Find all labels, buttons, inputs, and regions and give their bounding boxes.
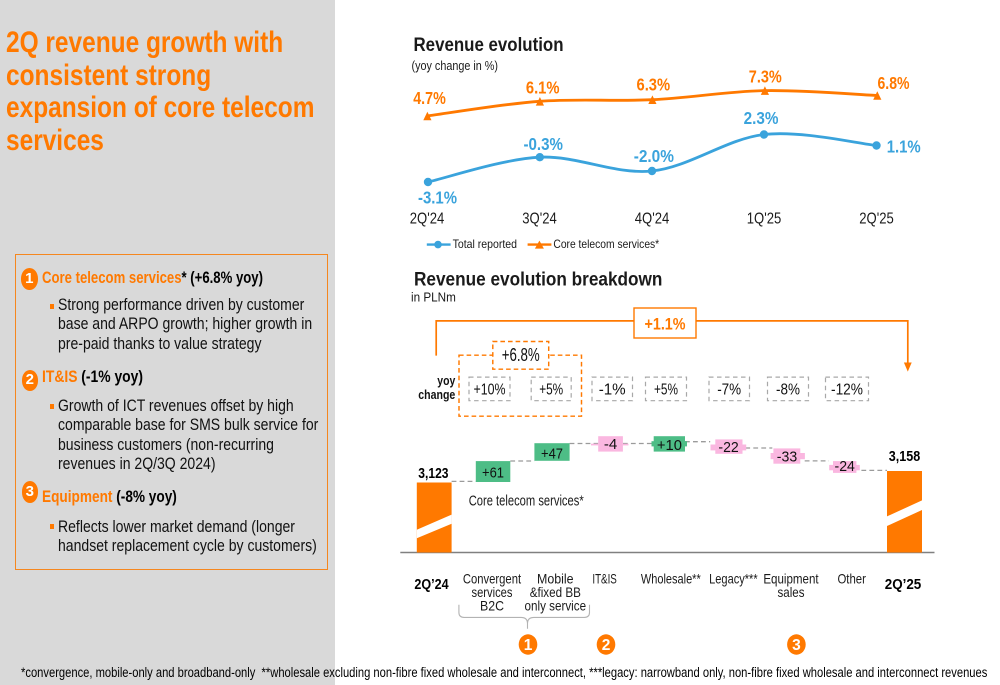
svg-text:1.1%: 1.1% [887, 136, 921, 156]
svg-text:-22: -22 [718, 439, 738, 456]
svg-text:-8%: -8% [776, 382, 800, 399]
svg-text:Revenue evolution: Revenue evolution [414, 34, 564, 56]
svg-text:+10: +10 [657, 437, 682, 454]
svg-text:-1%: -1% [599, 382, 626, 399]
svg-text:Mobile: Mobile [537, 571, 574, 586]
svg-text:6.1%: 6.1% [526, 78, 560, 98]
svg-text:4Q'24: 4Q'24 [635, 211, 670, 228]
svg-text:3Q'24: 3Q'24 [522, 211, 557, 228]
svg-text:yoy: yoy [437, 373, 456, 388]
svg-text:3,158: 3,158 [889, 448, 920, 465]
svg-text:only service: only service [525, 598, 587, 613]
svg-text:Core telecom services*: Core telecom services* [469, 493, 584, 510]
svg-text:(yoy change in %): (yoy change in %) [412, 58, 499, 73]
svg-text:Total reported: Total reported [453, 237, 517, 251]
svg-text:+5%: +5% [654, 382, 678, 399]
svg-text:+47: +47 [541, 446, 563, 463]
svg-text:1Q'25: 1Q'25 [747, 211, 782, 228]
svg-text:2: 2 [602, 637, 611, 654]
svg-text:-3.1%: -3.1% [418, 188, 457, 208]
svg-text:6.3%: 6.3% [637, 75, 671, 95]
svg-text:-2.0%: -2.0% [634, 146, 675, 166]
svg-text:-33: -33 [777, 449, 797, 466]
svg-text:in PLNm: in PLNm [411, 289, 456, 304]
svg-text:sales: sales [778, 585, 805, 600]
svg-text:-12%: -12% [831, 382, 863, 399]
svg-text:-24: -24 [835, 458, 855, 475]
svg-text:1: 1 [524, 637, 533, 654]
svg-text:4.7%: 4.7% [413, 88, 446, 108]
svg-text:Core telecom services*: Core telecom services* [553, 237, 659, 251]
svg-text:+61: +61 [482, 465, 504, 482]
svg-text:services: services [472, 585, 513, 600]
svg-text:2.3%: 2.3% [744, 108, 779, 128]
svg-text:B2C: B2C [480, 598, 504, 613]
svg-text:2Q’25: 2Q’25 [885, 576, 922, 593]
svg-text:2Q’24: 2Q’24 [414, 576, 449, 593]
svg-text:3,123: 3,123 [418, 465, 448, 482]
svg-text:change: change [418, 387, 455, 402]
svg-text:Other: Other [837, 571, 866, 586]
svg-text:6.8%: 6.8% [878, 73, 910, 93]
svg-text:Convergent: Convergent [463, 571, 521, 586]
svg-text:2Q'25: 2Q'25 [859, 211, 894, 228]
svg-text:Wholesale**: Wholesale** [641, 571, 701, 586]
svg-text:+5%: +5% [539, 382, 563, 399]
svg-text:3: 3 [792, 637, 801, 654]
svg-text:Equipment: Equipment [763, 571, 818, 586]
svg-text:7.3%: 7.3% [749, 67, 782, 87]
svg-text:+1.1%: +1.1% [645, 315, 686, 334]
svg-text:Legacy***: Legacy*** [709, 571, 758, 586]
svg-text:-4: -4 [604, 436, 617, 453]
svg-text:Revenue evolution breakdown: Revenue evolution breakdown [414, 269, 662, 291]
svg-text:IT&IS: IT&IS [592, 571, 617, 586]
svg-text:-0.3%: -0.3% [524, 134, 564, 154]
svg-text:2Q'24: 2Q'24 [410, 211, 445, 228]
svg-text:-7%: -7% [717, 382, 741, 399]
svg-text:+6.8%: +6.8% [502, 345, 540, 365]
svg-text:+10%: +10% [474, 382, 506, 399]
svg-text:&fixed BB: &fixed BB [530, 585, 581, 600]
